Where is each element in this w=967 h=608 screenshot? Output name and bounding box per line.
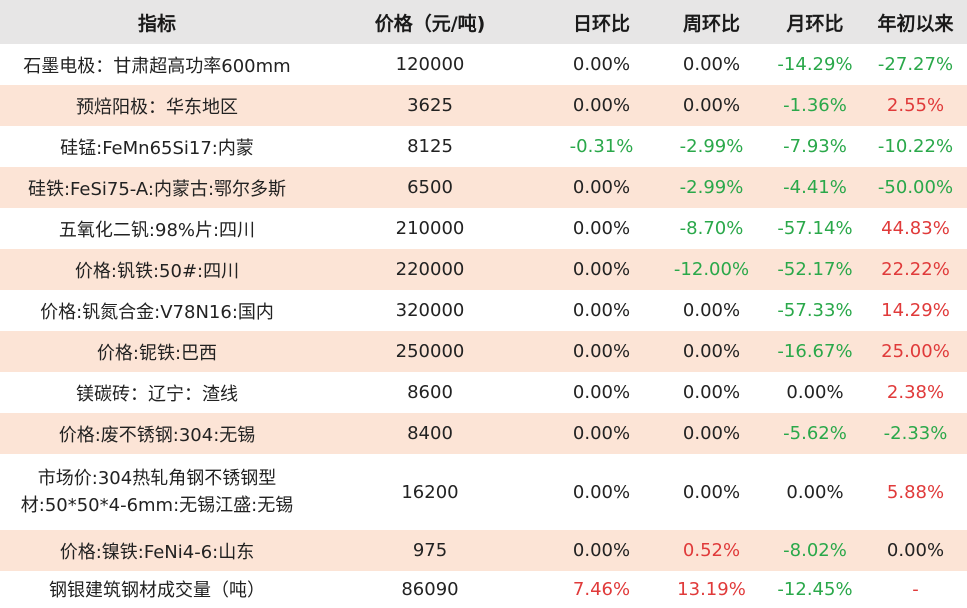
week-change: 0.00% [657,85,766,126]
price-value: 120000 [395,54,465,75]
header-day-change: 日环比 [546,0,657,44]
ytd-change: 0.00% [864,530,967,571]
month-change: -52.17% [766,249,864,290]
ytd-change: -10.22% [877,136,954,157]
price-value: 220000 [314,249,546,290]
price-value: 210000 [395,218,465,239]
week-change: 0.00% [682,300,741,321]
header-row: 指标 价格（元/吨) 日环比 周环比 月环比 年初以来 [0,0,967,44]
ytd-change: 5.88% [886,481,945,503]
week-change: 0.52% [657,530,766,571]
week-change: 0.00% [657,331,766,372]
indicator-name: 石墨电极：甘肃超高功率600mm [23,55,291,77]
month-change: -16.67% [766,331,864,372]
table-row: 价格:钒氮合金:V78N16:国内 320000 0.00% 0.00% -57… [0,290,967,331]
week-change: 0.00% [682,382,741,403]
month-change: -8.02% [766,530,864,571]
ytd-change: - [912,578,919,600]
header-month-change: 月环比 [766,0,864,44]
month-change: 0.00% [786,481,844,503]
day-change: 0.00% [572,54,631,75]
month-change: -5.62% [766,413,864,454]
price-value: 250000 [314,331,546,372]
price-value: 8400 [314,413,546,454]
ytd-change: 22.22% [864,249,967,290]
ytd-change: -50.00% [864,167,967,208]
header-week-change: 周环比 [657,0,766,44]
price-value: 975 [314,530,546,571]
table-row: 硅铁:FeSi75-A:内蒙古:鄂尔多斯 6500 0.00% -2.99% -… [0,167,967,208]
day-change: 0.00% [572,300,631,321]
table-row: 价格:钒铁:50#:四川 220000 0.00% -12.00% -52.17… [0,249,967,290]
ytd-change: 2.55% [864,85,967,126]
indicator-name: 五氧化二钒:98%片:四川 [58,219,256,241]
table-row: 预焙阳极：华东地区 3625 0.00% 0.00% -1.36% 2.55% [0,85,967,126]
month-change: -57.33% [777,300,853,321]
table-row: 价格:废不锈钢:304:无锡 8400 0.00% 0.00% -5.62% -… [0,413,967,454]
week-change: 0.00% [682,54,741,75]
indicator-name: 镁碳砖：辽宁：渣线 [76,383,238,405]
table-row: 市场价:304热轧角钢不锈钢型材:50*50*4-6mm:无锡江盛:无锡 162… [0,454,967,530]
price-value: 86090 [401,578,459,600]
day-change: 0.00% [546,249,657,290]
month-change: -14.29% [777,54,853,75]
week-change: -8.70% [679,218,744,239]
day-change: 7.46% [572,578,631,600]
week-change: -12.00% [657,249,766,290]
price-value: 320000 [395,300,465,321]
table-row: 五氧化二钒:98%片:四川 210000 0.00% -8.70% -57.14… [0,208,967,249]
table-row: 价格:镍铁:FeNi4-6:山东 975 0.00% 0.52% -8.02% … [0,530,967,571]
header-indicator: 指标 [0,0,314,44]
indicator-name: 价格:铌铁:巴西 [0,331,314,372]
price-value: 3625 [314,85,546,126]
indicator-name: 钢银建筑钢材成交量（吨） [49,580,265,601]
week-change: 0.00% [657,413,766,454]
day-change: 0.00% [572,481,631,503]
header-ytd-change: 年初以来 [864,0,967,44]
price-value: 8125 [407,136,453,157]
month-change: -7.93% [783,136,847,157]
indicator-name: 价格:废不锈钢:304:无锡 [0,413,314,454]
table-row: 镁碳砖：辽宁：渣线 8600 0.00% 0.00% 0.00% 2.38% [0,372,967,413]
day-change: 0.00% [546,167,657,208]
indicator-name: 市场价:304热轧角钢不锈钢型材:50*50*4-6mm:无锡江盛:无锡 [20,468,294,516]
indicator-name: 价格:镍铁:FeNi4-6:山东 [0,530,314,571]
month-change: -4.41% [766,167,864,208]
table-row: 价格:铌铁:巴西 250000 0.00% 0.00% -16.67% 25.0… [0,331,967,372]
week-change: 13.19% [677,578,746,600]
month-change: -12.45% [777,578,853,600]
price-value: 16200 [401,481,459,503]
indicator-name: 硅铁:FeSi75-A:内蒙古:鄂尔多斯 [0,167,314,208]
week-change: -2.99% [679,136,744,157]
indicator-name: 硅锰:FeMn65Si17:内蒙 [60,137,254,159]
week-change: 0.00% [682,481,741,503]
ytd-change: 14.29% [881,300,950,321]
day-change: 0.00% [546,530,657,571]
day-change: 0.00% [572,382,631,403]
table-row: 硅锰:FeMn65Si17:内蒙 8125 -0.31% -2.99% -7.9… [0,126,967,167]
day-change: 0.00% [546,85,657,126]
ytd-change: -27.27% [877,54,954,75]
price-value: 8600 [407,382,453,403]
month-change: -57.14% [777,218,853,239]
ytd-change: 2.38% [886,382,945,403]
price-value: 6500 [314,167,546,208]
indicator-name: 预焙阳极：华东地区 [0,85,314,126]
day-change: 0.00% [546,413,657,454]
indicator-name: 价格:钒氮合金:V78N16:国内 [40,301,274,323]
day-change: 0.00% [546,331,657,372]
header-price: 价格（元/吨) [314,0,546,44]
indicator-name: 价格:钒铁:50#:四川 [0,249,314,290]
week-change: -2.99% [657,167,766,208]
ytd-change: 44.83% [881,218,950,239]
ytd-change: -2.33% [864,413,967,454]
table-row: 石墨电极：甘肃超高功率600mm 120000 0.00% 0.00% -14.… [0,44,967,85]
month-change: -1.36% [766,85,864,126]
month-change: 0.00% [786,382,844,403]
day-change: 0.00% [572,218,631,239]
day-change: -0.31% [569,136,634,157]
ytd-change: 25.00% [864,331,967,372]
table-row: 钢银建筑钢材成交量（吨） 86090 7.46% 13.19% -12.45% … [0,571,967,607]
